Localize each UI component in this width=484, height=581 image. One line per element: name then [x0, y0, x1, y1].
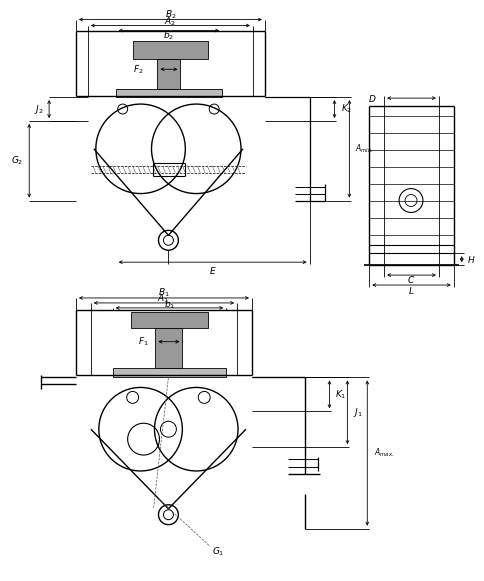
- Text: $b_2$: $b_2$: [163, 29, 174, 42]
- Text: $F_1$: $F_1$: [138, 335, 149, 348]
- Text: $L$: $L$: [408, 285, 414, 296]
- Text: $D$: $D$: [368, 92, 376, 103]
- Text: $J_1$: $J_1$: [353, 406, 363, 419]
- Polygon shape: [116, 89, 222, 97]
- Polygon shape: [157, 59, 181, 89]
- Text: $F_2$: $F_2$: [133, 63, 144, 76]
- Polygon shape: [113, 368, 226, 378]
- Polygon shape: [131, 312, 208, 328]
- Text: $G_1$: $G_1$: [212, 545, 225, 558]
- Text: $E$: $E$: [210, 264, 217, 275]
- Text: $A_{min.}$: $A_{min.}$: [355, 142, 374, 155]
- Text: $G_2$: $G_2$: [11, 155, 23, 167]
- Text: $K_2$: $K_2$: [341, 103, 353, 115]
- Text: $A_1$: $A_1$: [157, 293, 169, 305]
- Text: $B_1$: $B_1$: [158, 287, 169, 299]
- Text: $B_2$: $B_2$: [165, 8, 176, 21]
- Polygon shape: [133, 41, 208, 59]
- Text: $K_1$: $K_1$: [335, 388, 347, 401]
- Polygon shape: [155, 328, 182, 368]
- Text: $J_2$: $J_2$: [33, 103, 43, 116]
- Text: $A_{max.}$: $A_{max.}$: [374, 447, 394, 460]
- Text: $b_1$: $b_1$: [164, 299, 175, 311]
- Text: $H$: $H$: [467, 254, 475, 265]
- Text: $A_2$: $A_2$: [165, 15, 177, 28]
- Text: $C$: $C$: [407, 274, 415, 285]
